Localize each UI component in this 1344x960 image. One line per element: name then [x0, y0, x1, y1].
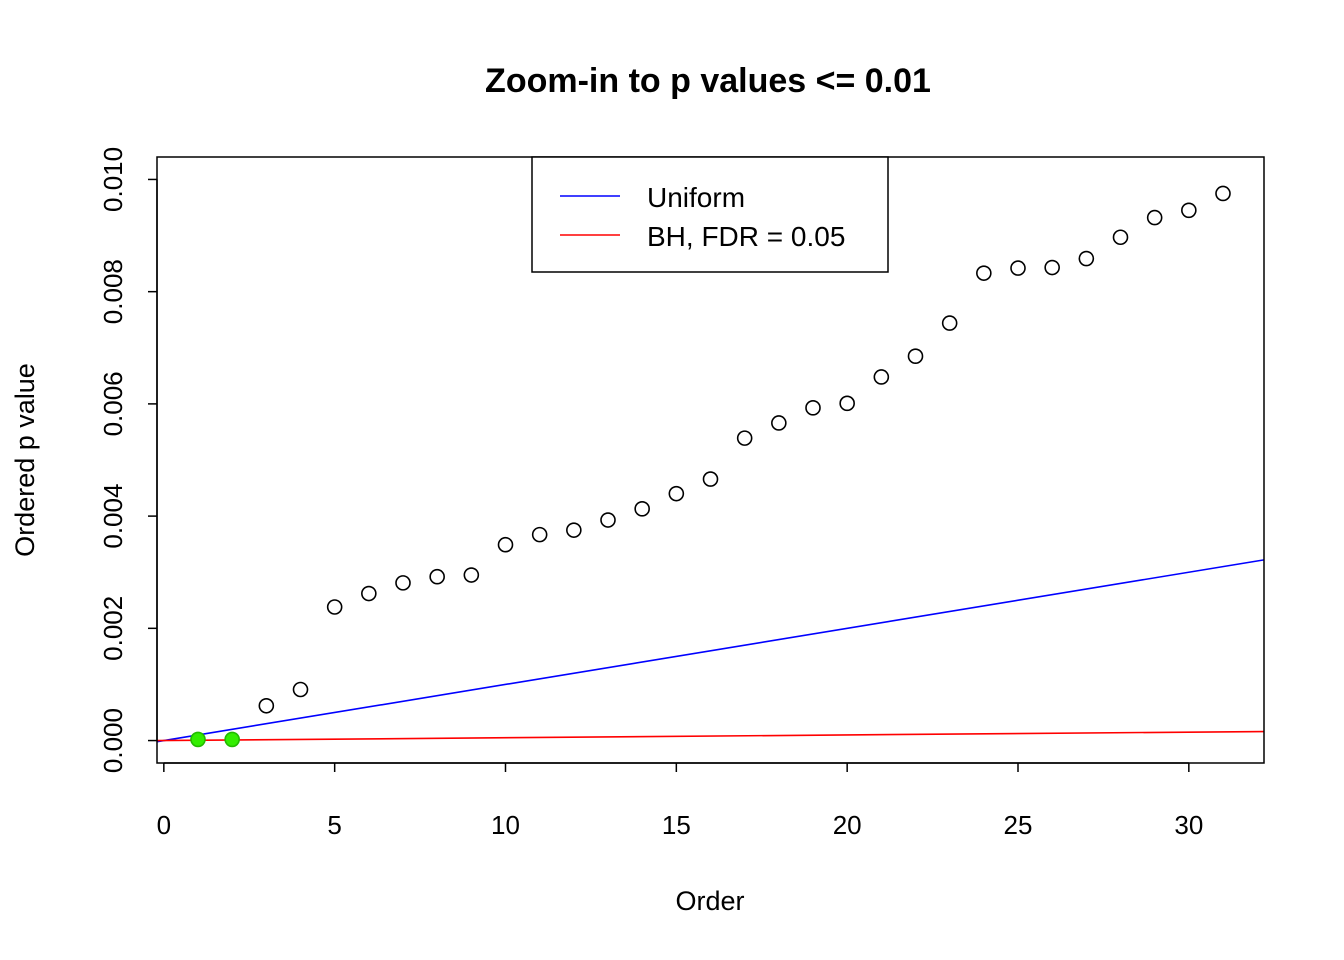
- uniform-line: [156, 559, 1265, 743]
- y-tick-label: 0.008: [98, 259, 128, 324]
- data-point: [976, 265, 992, 281]
- x-axis: 0 5 10 15 20 25 30: [157, 762, 1203, 840]
- data-point: [668, 485, 685, 502]
- data-point: [634, 501, 650, 517]
- data-point: [1181, 202, 1197, 219]
- data-point: [941, 315, 958, 331]
- data-point: [1010, 260, 1026, 276]
- data-point: [395, 575, 411, 591]
- data-point: [463, 567, 480, 583]
- legend-label-bh: BH, FDR = 0.05: [647, 221, 845, 252]
- legend: Uniform BH, FDR = 0.05: [531, 156, 889, 273]
- x-axis-title: Order: [675, 886, 744, 916]
- data-point: [292, 681, 309, 698]
- bh-line: [156, 730, 1265, 742]
- significant-point: [224, 731, 240, 748]
- data-point: [566, 522, 582, 538]
- x-tick-label: 15: [662, 810, 691, 840]
- legend-box: [531, 156, 889, 273]
- x-tick-label: 20: [833, 810, 862, 840]
- data-point: [873, 369, 890, 385]
- y-tick-label: 0.004: [98, 484, 128, 549]
- data-point: [326, 599, 343, 615]
- data-point: [1215, 185, 1231, 202]
- y-axis: 0.000 0.002 0.004 0.006 0.008 0.010: [98, 147, 158, 773]
- data-point: [907, 348, 924, 364]
- data-point: [600, 512, 616, 528]
- data-point: [702, 471, 719, 487]
- data-point: [839, 395, 855, 412]
- x-tick-label: 30: [1174, 810, 1203, 840]
- x-tick-label: 10: [491, 810, 520, 840]
- data-point: [736, 430, 753, 446]
- data-point: [1146, 209, 1163, 226]
- y-tick-label: 0.006: [98, 371, 128, 436]
- legend-label-uniform: Uniform: [647, 182, 745, 213]
- data-point: [361, 585, 377, 602]
- data-point: [429, 568, 445, 585]
- data-point: [1044, 259, 1060, 276]
- x-tick-label: 25: [1004, 810, 1033, 840]
- y-tick-label: 0.000: [98, 708, 128, 773]
- data-point: [805, 400, 821, 416]
- chart-title: Zoom-in to p values <= 0.01: [485, 62, 931, 100]
- data-point: [258, 697, 275, 714]
- significant-point: [190, 731, 206, 748]
- data-point: [1078, 250, 1095, 267]
- x-tick-label: 5: [327, 810, 341, 840]
- data-point: [1112, 229, 1129, 246]
- y-tick-label: 0.010: [98, 147, 128, 212]
- data-point: [497, 536, 514, 553]
- y-axis-title: Ordered p value: [10, 363, 40, 557]
- data-point: [771, 415, 787, 431]
- data-point: [531, 526, 548, 543]
- y-tick-label: 0.002: [98, 596, 128, 661]
- x-tick-label: 0: [157, 810, 171, 840]
